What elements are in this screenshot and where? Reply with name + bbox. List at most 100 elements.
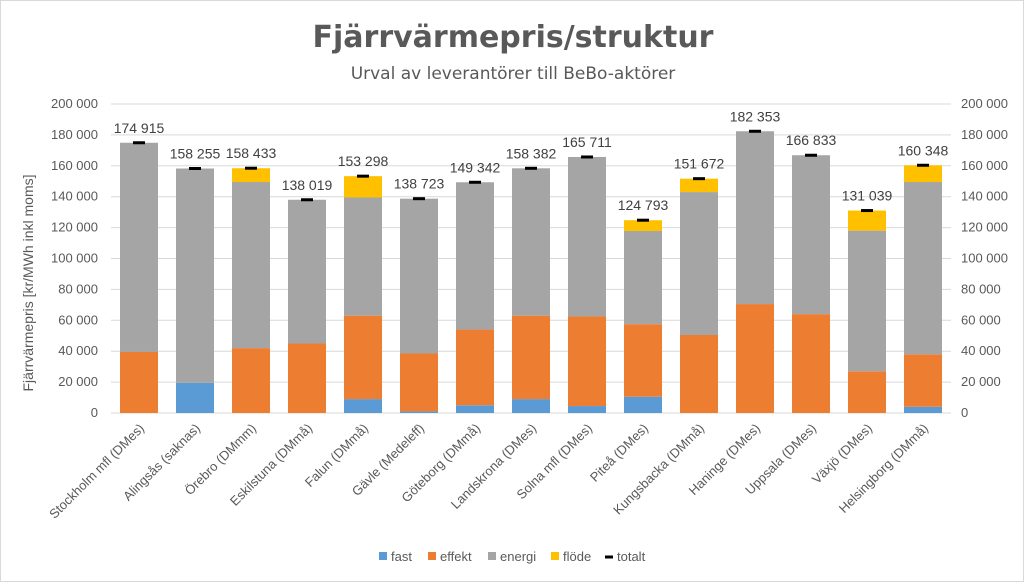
y-tick-label-right: 0 <box>961 405 968 420</box>
legend-label-fast: fast <box>391 549 412 564</box>
total-data-label: 124 793 <box>618 197 669 213</box>
y-axis-right: 0 20 000 40 000 60 000 80 000 100 000 120 000 1… <box>961 96 1008 420</box>
bar-segment-fast <box>568 406 606 413</box>
bar-segment-energi <box>288 199 326 344</box>
total-data-label: 158 255 <box>170 145 221 161</box>
y-tick-label-right: 100 000 <box>961 251 1008 266</box>
y-tick-label-right: 200 000 <box>961 96 1008 111</box>
bar-segment-flöde <box>624 220 662 232</box>
bar-segment-energi <box>904 182 942 355</box>
bar-segment-fast <box>624 396 662 413</box>
total-data-label: 166 833 <box>786 132 837 148</box>
bar-segment-fast <box>400 411 438 413</box>
y-tick-label-left: 140 000 <box>51 189 98 204</box>
y-tick-label-left: 100 000 <box>51 251 98 266</box>
bar-segment-energi <box>176 168 214 383</box>
bar-segment-fast <box>344 399 382 413</box>
bar-segment-effekt <box>848 371 886 413</box>
bar-segment-flöde <box>904 165 942 183</box>
bar-segment-fast <box>176 382 214 413</box>
bar-segment-flöde <box>344 176 382 198</box>
bar-segment-fast <box>904 406 942 413</box>
total-data-label: 182 353 <box>730 108 781 124</box>
bar-segment-energi <box>736 131 774 305</box>
legend-swatch-fast <box>379 552 387 560</box>
legend: fast effekt energi flöde totalt <box>379 549 646 564</box>
bar-segment-effekt <box>736 304 774 413</box>
total-data-label: 158 433 <box>226 145 277 161</box>
y-tick-label-right: 160 000 <box>961 158 1008 173</box>
y-tick-label-left: 160 000 <box>51 158 98 173</box>
bar-segment-fast <box>456 405 494 413</box>
bar-segment-effekt <box>456 329 494 406</box>
y-tick-label-left: 40 000 <box>58 343 98 358</box>
y-tick-label-left: 120 000 <box>51 220 98 235</box>
bar-segment-flöde <box>232 168 270 183</box>
bar-segment-flöde <box>680 178 718 193</box>
y-tick-label-right: 60 000 <box>961 312 1001 327</box>
bar-segment-energi <box>344 197 382 316</box>
bar-segment-energi <box>456 182 494 330</box>
bar-segment-energi <box>568 156 606 317</box>
total-data-label: 160 348 <box>898 142 949 158</box>
bar-segment-effekt <box>680 334 718 413</box>
bar-segment-effekt <box>512 315 550 400</box>
y-tick-label-right: 80 000 <box>961 281 1001 296</box>
y-tick-label-left: 180 000 <box>51 127 98 142</box>
legend-swatch-effekt <box>428 552 436 560</box>
legend-label-energi: energi <box>500 549 536 564</box>
y-tick-label-right: 180 000 <box>961 127 1008 142</box>
bar-segment-fast <box>512 399 550 413</box>
legend-label-effekt: effekt <box>440 549 472 564</box>
total-data-label: 151 672 <box>674 156 725 172</box>
bar-segment-energi <box>232 182 270 349</box>
legend-label-flöde: flöde <box>563 549 591 564</box>
legend-label-totalt: totalt <box>617 549 646 564</box>
bar-segment-energi <box>400 198 438 354</box>
bar-segment-energi <box>792 155 830 315</box>
total-data-label: 138 019 <box>282 177 333 193</box>
bar-segment-energi <box>120 142 158 352</box>
y-tick-label-right: 20 000 <box>961 374 1001 389</box>
x-category-label: Stockholm mfl (DMes) <box>46 421 147 522</box>
chart-subtitle: Urval av leverantörer till BeBo-aktörer <box>351 64 676 84</box>
bar-segment-effekt <box>400 353 438 412</box>
y-tick-label-left: 80 000 <box>58 281 98 296</box>
total-markers: 174 915 158 255 158 433 138 019 153 298 138 7… <box>114 108 949 222</box>
total-data-label: 131 039 <box>842 188 893 204</box>
bar-segment-effekt <box>792 314 830 413</box>
y-tick-label-right: 140 000 <box>961 189 1008 204</box>
x-axis-categories: Stockholm mfl (DMes)Alingsås (saknas)Öre… <box>46 421 931 522</box>
total-data-label: 153 298 <box>338 153 389 169</box>
total-data-label: 174 915 <box>114 120 165 136</box>
y-tick-label-left: 20 000 <box>58 374 98 389</box>
y-axis-left: 0 20 000 40 000 60 000 80 000 100 000 120 000 1… <box>51 96 98 420</box>
chart-title: Fjärrvärmepris/struktur <box>313 20 714 55</box>
bar-segment-energi <box>680 192 718 335</box>
y-tick-label-right: 120 000 <box>961 220 1008 235</box>
y-tick-label-right: 40 000 <box>961 343 1001 358</box>
y-axis-label: Fjärrvärmepris [kr/MWh inkl moms] <box>20 174 36 391</box>
total-data-label: 138 723 <box>394 176 445 192</box>
bar-segment-effekt <box>288 343 326 413</box>
bar-segment-effekt <box>120 351 158 413</box>
y-tick-label-left: 0 <box>91 405 98 420</box>
bar-segment-effekt <box>624 324 662 397</box>
bar-segment-effekt <box>904 354 942 407</box>
bar-segment-effekt <box>568 316 606 407</box>
y-tick-label-left: 200 000 <box>51 96 98 111</box>
legend-swatch-energi <box>488 552 496 560</box>
bars <box>120 131 942 413</box>
total-data-label: 149 342 <box>450 159 501 175</box>
bar-segment-effekt <box>344 315 382 400</box>
bar-segment-effekt <box>232 348 270 413</box>
total-data-label: 165 711 <box>562 134 612 150</box>
bar-segment-energi <box>848 230 886 372</box>
legend-swatch-flöde <box>551 552 559 560</box>
bar-segment-flöde <box>848 210 886 231</box>
total-data-label: 158 382 <box>506 145 557 161</box>
bar-segment-energi <box>624 231 662 325</box>
bar-segment-energi <box>512 168 550 316</box>
